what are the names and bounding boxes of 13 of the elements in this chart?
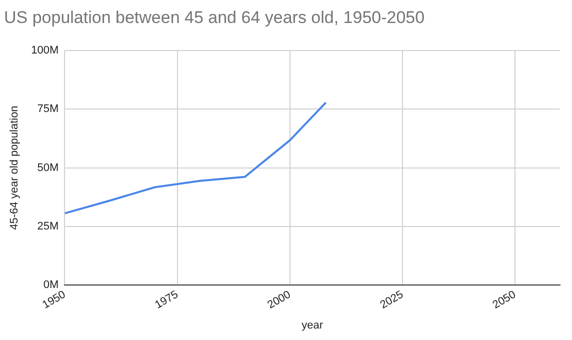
y-tick-label: 0M: [43, 279, 59, 292]
x-tick-label: 1975: [153, 288, 180, 312]
x-axis-title: year: [302, 319, 324, 332]
x-tick-label: 2050: [490, 288, 518, 312]
x-tick-label: 2000: [266, 288, 293, 312]
y-tick-label: 75M: [37, 103, 59, 116]
y-tick-label: 100M: [31, 44, 59, 56]
y-tick-label: 50M: [37, 162, 59, 174]
x-tick-label: 1950: [40, 288, 68, 312]
x-tick-label: 2025: [378, 288, 406, 312]
y-tick-label: 25M: [37, 220, 59, 232]
y-axis-title: 45-64 year old population: [8, 106, 21, 230]
chart-title: US population between 45 and 64 years old, 1950-2050: [4, 8, 425, 27]
